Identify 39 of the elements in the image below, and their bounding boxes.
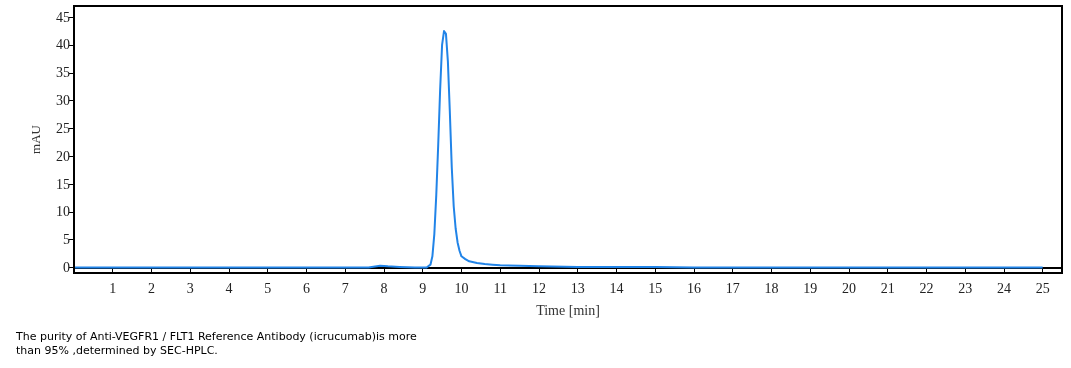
x-tick-label: 13 [570,280,585,296]
x-tick-label: 21 [880,280,895,296]
x-tick-label: 24 [996,280,1011,296]
x-tick-label: 5 [264,280,272,296]
x-tick-label: 25 [1035,280,1050,296]
y-tick-label: 5 [63,232,70,248]
x-tick-label: 6 [302,280,310,296]
x-tick-label: 20 [841,280,856,296]
text: The purity of Anti-VEGFR1 / FLT1 Reference Antibody (icrucumab)is more than 95% ,determined by SEC-HPLC. [15,329,421,357]
x-tick-label: 15 [648,280,663,296]
y-tick-label: 40 [56,37,70,53]
y-tick-label: 15 [56,176,70,192]
y-tick-label: 10 [56,204,70,220]
y-tick-label: 0 [63,259,70,275]
x-tick-label: 23 [958,280,973,296]
y-tick-label: 30 [56,93,70,109]
y-tick-label: 20 [56,148,70,164]
x-tick-label: 18 [764,280,779,296]
x-tick-label: 3 [186,280,194,296]
x-tick-label: 2 [147,280,155,296]
x-tick-label: 4 [225,280,233,296]
x-tick-label: 16 [686,280,701,296]
x-tick-label: 10 [454,280,469,296]
x-tick-label: 1 [109,280,117,296]
y-tick-label: 35 [56,65,70,81]
y-tick-label: 45 [56,9,70,25]
x-tick-label: 22 [919,280,934,296]
x-tick-label: 9 [419,280,427,296]
y-tick-label: 25 [56,120,70,136]
x-tick-label: 8 [380,280,388,296]
x-tick-label: 14 [609,280,624,296]
line-series [73,30,1044,269]
x-tick-label: 7 [341,280,349,296]
y-axis-title: mAU [28,124,43,154]
x-axis-title: Time [min] [536,302,600,318]
x-tick-label: 17 [725,280,740,296]
x-tick-label: 19 [803,280,818,296]
x-tick-label: 11 [493,280,507,296]
x-tick-label: 12 [531,280,546,296]
